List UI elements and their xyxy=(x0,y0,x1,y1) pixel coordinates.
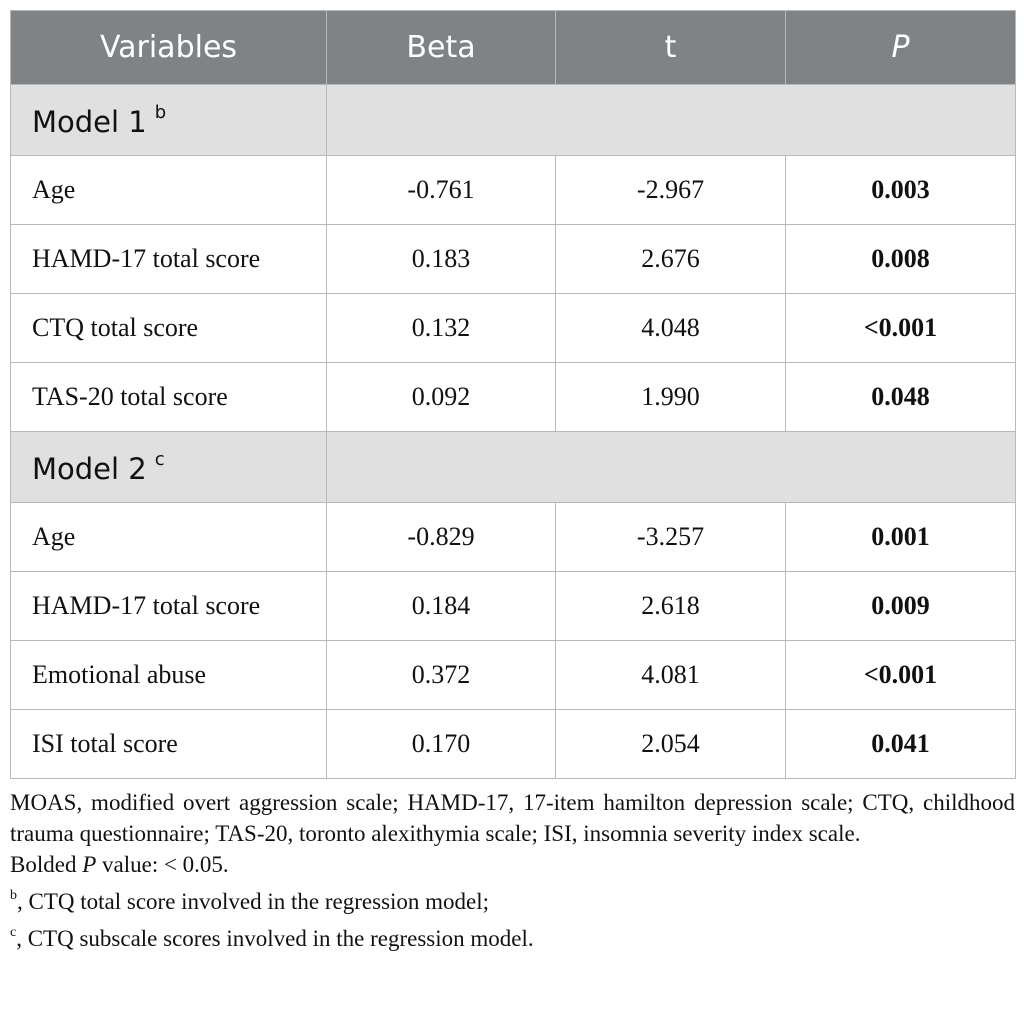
row-variable: HAMD-17 total score xyxy=(10,224,327,294)
row-p: 0.041 xyxy=(785,709,1016,779)
model-1-spacer xyxy=(326,84,1016,156)
row-variable: Age xyxy=(10,502,327,572)
header-t: t xyxy=(555,10,786,85)
row-p: 0.008 xyxy=(785,224,1016,294)
model-2-spacer xyxy=(326,431,1016,503)
table-row: Emotional abuse 0.372 4.081 <0.001 xyxy=(10,640,1016,710)
row-beta: -0.761 xyxy=(326,155,556,225)
row-beta: 0.372 xyxy=(326,640,556,710)
row-t: 2.676 xyxy=(555,224,786,294)
header-p: P xyxy=(785,10,1016,85)
row-variable: Age xyxy=(10,155,327,225)
model-2-sup: c xyxy=(154,448,165,470)
row-t: 4.081 xyxy=(555,640,786,710)
table-row: Age -0.761 -2.967 0.003 xyxy=(10,155,1016,225)
model-1-sup: b xyxy=(154,101,167,123)
row-p: 0.003 xyxy=(785,155,1016,225)
row-p: 0.001 xyxy=(785,502,1016,572)
row-beta: -0.829 xyxy=(326,502,556,572)
table-row: TAS-20 total score 0.092 1.990 0.048 xyxy=(10,362,1016,432)
row-t: 4.048 xyxy=(555,293,786,363)
row-beta: 0.184 xyxy=(326,571,556,641)
table-row: Age -0.829 -3.257 0.001 xyxy=(10,502,1016,572)
footnote-b: b, CTQ total score involved in the regre… xyxy=(10,888,490,914)
abbreviations-note: MOAS, modified overt aggression scale; H… xyxy=(10,790,1015,846)
row-t: -2.967 xyxy=(555,155,786,225)
row-t: 2.054 xyxy=(555,709,786,779)
row-beta: 0.183 xyxy=(326,224,556,294)
row-variable: ISI total score xyxy=(10,709,327,779)
row-beta: 0.132 xyxy=(326,293,556,363)
table-footnotes: MOAS, modified overt aggression scale; H… xyxy=(10,787,1015,954)
row-variable: TAS-20 total score xyxy=(10,362,327,432)
header-beta: Beta xyxy=(326,10,556,85)
row-t: -3.257 xyxy=(555,502,786,572)
header-row: Variables Beta t P xyxy=(10,10,1016,85)
row-p: 0.048 xyxy=(785,362,1016,432)
row-variable: CTQ total score xyxy=(10,293,327,363)
row-p: 0.009 xyxy=(785,571,1016,641)
table-row: ISI total score 0.170 2.054 0.041 xyxy=(10,709,1016,779)
table-row: HAMD-17 total score 0.184 2.618 0.009 xyxy=(10,571,1016,641)
bold-note: Bolded P value: < 0.05. xyxy=(10,852,229,877)
row-t: 2.618 xyxy=(555,571,786,641)
row-variable: HAMD-17 total score xyxy=(10,571,327,641)
row-beta: 0.170 xyxy=(326,709,556,779)
header-variables: Variables xyxy=(10,10,327,85)
table-row: CTQ total score 0.132 4.048 <0.001 xyxy=(10,293,1016,363)
footnote-c: c, CTQ subscale scores involved in the r… xyxy=(10,925,534,951)
table-row: HAMD-17 total score 0.183 2.676 0.008 xyxy=(10,224,1016,294)
row-variable: Emotional abuse xyxy=(10,640,327,710)
row-t: 1.990 xyxy=(555,362,786,432)
row-beta: 0.092 xyxy=(326,362,556,432)
row-p: <0.001 xyxy=(785,640,1016,710)
row-p: <0.001 xyxy=(785,293,1016,363)
